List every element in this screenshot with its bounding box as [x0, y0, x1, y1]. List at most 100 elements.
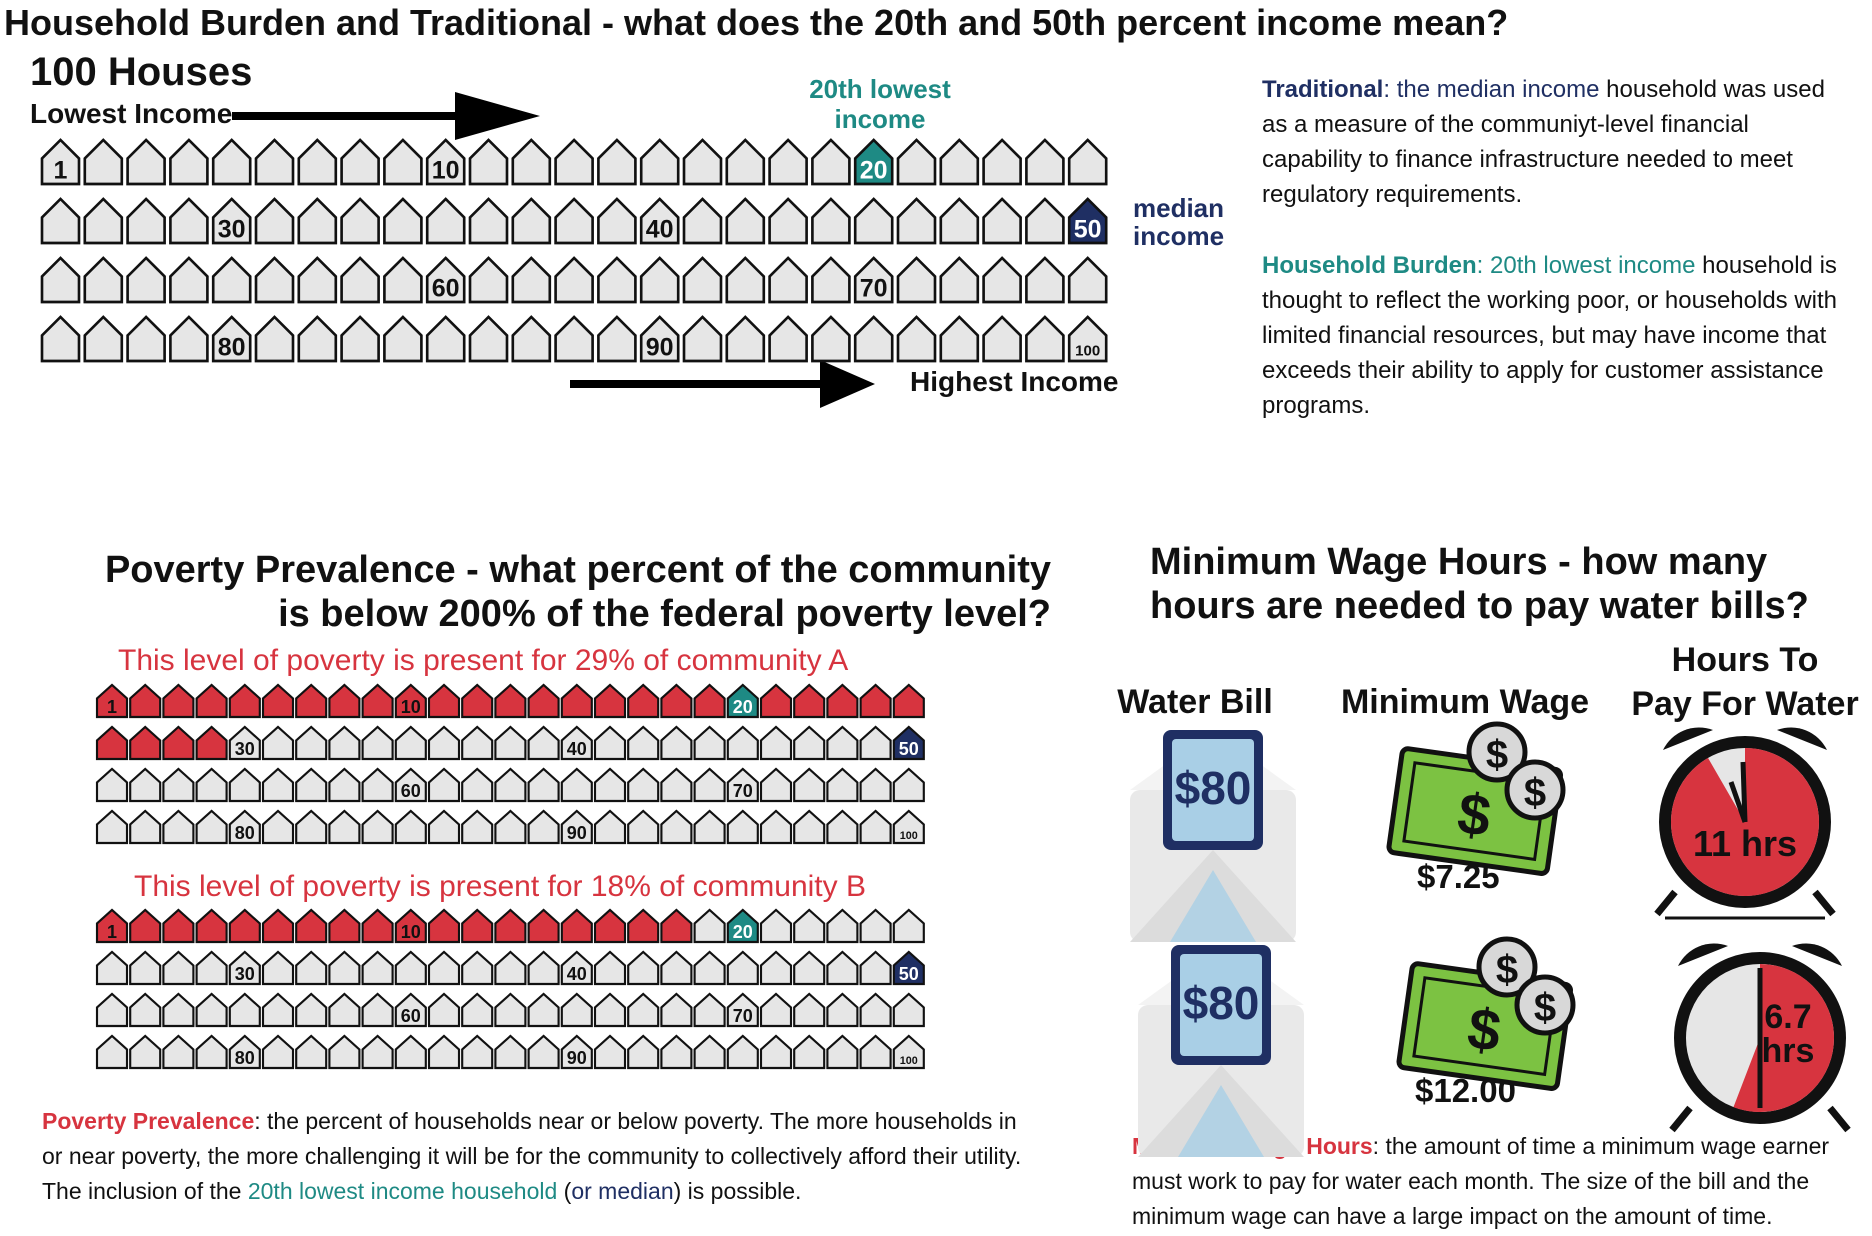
- house-icon: [126, 256, 166, 304]
- house-icon: [859, 950, 892, 986]
- house-icon: [195, 809, 228, 845]
- house-icon: [126, 315, 166, 363]
- household-burden-rest: household is thought to reflect the work…: [1262, 252, 1838, 419]
- house-icon: [693, 767, 726, 803]
- community-b-text: This level of poverty is present for 18%…: [134, 870, 866, 903]
- min-wage-title: Minimum Wage Hours - how many hours are …: [1150, 540, 1870, 628]
- house-icon: [361, 683, 394, 719]
- house-icon: [759, 992, 793, 1028]
- poverty-desc-part1: : the percent of households near or belo…: [42, 1108, 1022, 1204]
- house-number-label: 20: [733, 922, 753, 942]
- house-number-label: 60: [432, 275, 460, 303]
- house-icon: [560, 809, 593, 845]
- house-icon: [896, 138, 937, 186]
- house-icon: [511, 315, 552, 363]
- traditional-description: Traditional: the median income household…: [1262, 72, 1852, 212]
- house-icon: [660, 992, 693, 1028]
- house-icon: [726, 767, 759, 803]
- house-icon: [261, 683, 295, 719]
- house-icon: [593, 992, 627, 1028]
- house-icon: [340, 138, 380, 186]
- house-icon: [195, 683, 228, 719]
- house-icon: [129, 908, 162, 944]
- house-icon: [939, 315, 980, 363]
- twentieth-label-line1: 20th lowest: [809, 74, 951, 104]
- house-icon: [693, 725, 726, 761]
- house-icon: [892, 1034, 925, 1070]
- house-number-label: 100: [900, 1055, 918, 1067]
- house-icon: [254, 315, 295, 363]
- envelope-icon: $80: [1130, 730, 1296, 942]
- house-icon: [896, 315, 937, 363]
- house-icon: [328, 992, 361, 1028]
- house-icon: [461, 683, 494, 719]
- house-icon: [295, 725, 328, 761]
- house-icon: [593, 767, 627, 803]
- house-icon: [793, 683, 826, 719]
- house-number-label: 20: [733, 697, 753, 717]
- house-icon: [982, 315, 1022, 363]
- col-water-bill: Water Bill: [1117, 683, 1273, 721]
- house-icon: [593, 683, 627, 719]
- house-icon: [892, 809, 925, 845]
- house-icon: [527, 950, 560, 986]
- house-icon: [725, 138, 766, 186]
- house-icon: [425, 315, 466, 363]
- house-icon: [527, 992, 560, 1028]
- poverty-desc-navy: or median: [571, 1178, 674, 1204]
- household-burden-highlight: 20th lowest income: [1490, 252, 1696, 279]
- house-icon: [328, 683, 361, 719]
- house-icon: [162, 725, 195, 761]
- house-number-label: 10: [401, 922, 421, 942]
- house-icon: [340, 256, 380, 304]
- money-icon: $ $ $: [1396, 936, 1576, 1091]
- house-icon: [494, 809, 527, 845]
- house-icon: [129, 683, 162, 719]
- house-icon: [211, 197, 252, 245]
- house-icon: [228, 809, 261, 845]
- house-icon: [682, 197, 723, 245]
- arrow-right-icon: [570, 360, 875, 408]
- house-icon: [811, 197, 851, 245]
- house-icon: [361, 950, 394, 986]
- house-icon: [261, 809, 295, 845]
- house-icon: [261, 767, 295, 803]
- house-icon: [494, 683, 527, 719]
- house-icon: [853, 138, 894, 186]
- house-icon: [560, 1034, 593, 1070]
- house-icon: [726, 992, 759, 1028]
- poverty-desc-term: Poverty Prevalence: [42, 1108, 255, 1134]
- hours-value-2b: hrs: [1762, 1032, 1815, 1070]
- house-number-label: 30: [218, 216, 246, 244]
- house-icon: [660, 683, 693, 719]
- house-icon: [768, 256, 808, 304]
- alarm-clock-icon: 6.7 hrs: [1669, 943, 1851, 1133]
- house-icon: [693, 683, 726, 719]
- house-number-label: 50: [899, 739, 919, 759]
- house-icon: [726, 908, 759, 944]
- house-icon: [361, 725, 394, 761]
- house-icon: [793, 950, 826, 986]
- house-icon: [83, 256, 124, 304]
- house-icon: [892, 992, 925, 1028]
- house-icon: [560, 683, 593, 719]
- house-icon: [297, 315, 338, 363]
- house-number-label: 100: [1075, 343, 1100, 360]
- house-number-label: 30: [235, 964, 255, 984]
- house-icon: [361, 809, 394, 845]
- house-icon: [228, 683, 261, 719]
- house-icon: [40, 315, 81, 363]
- house-icon: [427, 725, 461, 761]
- house-icon: [627, 725, 660, 761]
- house-icon: [494, 908, 527, 944]
- house-icon: [169, 256, 209, 304]
- house-icon: [1067, 315, 1108, 363]
- house-icon: [627, 767, 660, 803]
- house-icon: [554, 256, 594, 304]
- house-icon: [261, 950, 295, 986]
- house-icon: [461, 1034, 494, 1070]
- house-icon: [793, 725, 826, 761]
- house-icon: [859, 908, 892, 944]
